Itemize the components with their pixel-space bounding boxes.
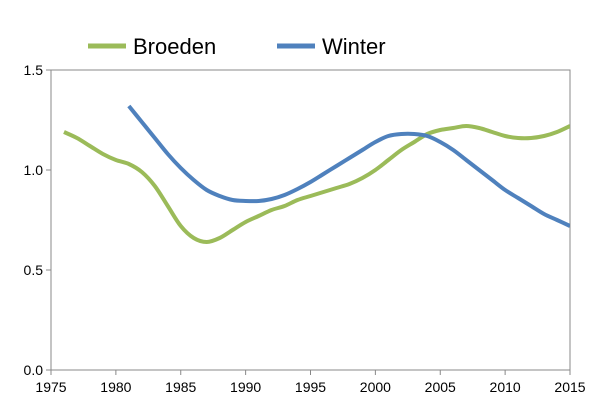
- legend-label-broeden: Broeden: [133, 34, 216, 59]
- plot-area: [50, 69, 571, 371]
- y-tick-label: 0.5: [24, 262, 44, 278]
- y-tick-label: 0.0: [24, 362, 44, 378]
- y-axis: 0.0 0.5 1.0 1.5: [24, 62, 51, 378]
- y-tick-label: 1.0: [24, 162, 44, 178]
- y-tick-label: 1.5: [24, 62, 44, 78]
- x-axis: 1975 1980 1985 1990 1995 2000 2005 2010 2015: [35, 370, 586, 395]
- plot-frame: [50, 69, 571, 371]
- x-tick-label: 1995: [295, 379, 326, 395]
- x-tick-label: 2000: [360, 379, 391, 395]
- x-tick-label: 1980: [100, 379, 131, 395]
- x-tick-label: 2010: [490, 379, 521, 395]
- x-tick-label: 1975: [35, 379, 66, 395]
- x-tick-label: 1985: [165, 379, 196, 395]
- x-tick-label: 2015: [554, 379, 585, 395]
- series-line-broeden: [63, 124, 570, 244]
- legend-label-winter: Winter: [322, 34, 386, 59]
- series-layer: [63, 104, 570, 244]
- x-tick-label: 1990: [230, 379, 261, 395]
- series-line-winter: [127, 104, 570, 228]
- legend: Broeden Winter: [88, 34, 386, 59]
- x-tick-label: 2005: [425, 379, 456, 395]
